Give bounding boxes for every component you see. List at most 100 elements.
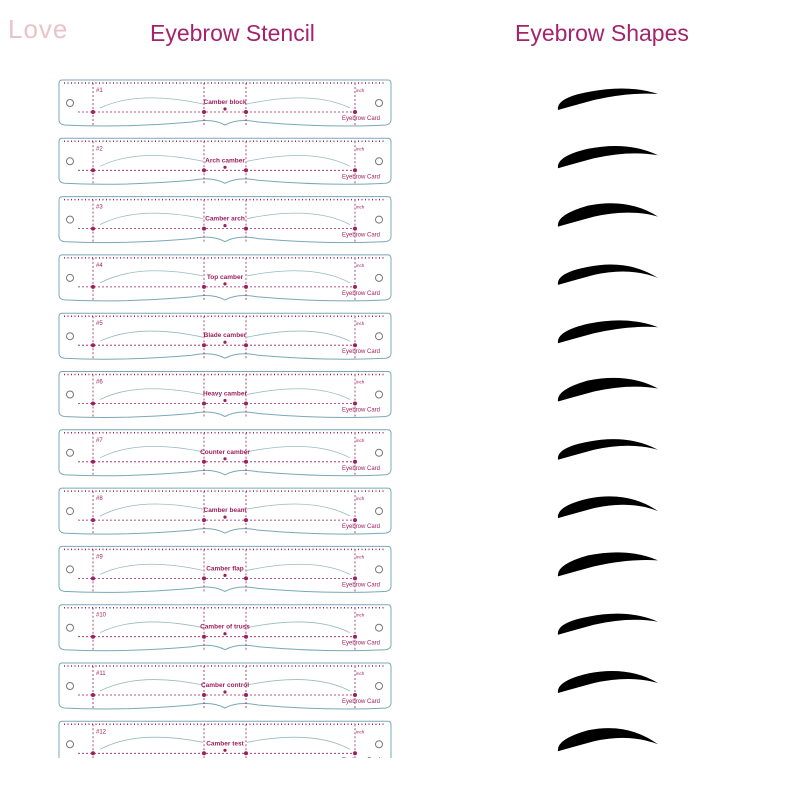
right-brow-outline [246,330,351,342]
stencil-name: Blade camber [204,332,247,339]
center-dot [223,515,227,519]
watermark: Love [8,14,69,44]
guide-dot [244,343,248,348]
eyebrow-fill [557,145,658,169]
left-brow-outline [99,446,204,459]
center-dot [223,107,227,111]
unit-label: inch [356,671,365,676]
guide-dot [91,751,95,756]
unit-label: inch [356,205,365,210]
hole [375,507,383,516]
card-brand: Eyebrow Card [342,466,380,472]
guide-dot [202,634,206,639]
stencil-card: #9 Camber flap inch Eyebrow Card [58,545,392,593]
left-brow-outline [99,736,204,750]
guide-dot [202,576,206,581]
card-outline [58,720,392,758]
right-brow-outline [246,212,351,225]
right-brow-outline [246,563,351,575]
hole [66,332,74,341]
stencil-title: Eyebrow Stencil [150,20,315,46]
eyebrow-shape [557,728,658,752]
center-dot [223,690,227,694]
hole [375,332,383,341]
hole [375,273,383,282]
hole [375,215,383,224]
stencil-number: #11 [96,671,106,677]
guide-dot [353,576,357,581]
guide-dot [353,284,357,289]
stencil-card: #11 Camber control inch Eyebrow Card [58,662,392,710]
guide-dot [91,401,95,406]
eyebrow-shape [557,203,658,227]
right-brow-outline [246,446,351,459]
stencil-card: #12 Camber test inch Eyebrow Card [58,720,392,758]
unit-label: inch [356,380,365,385]
card-brand: Eyebrow Card [342,757,380,758]
center-dot [223,165,227,169]
card-brand: Eyebrow Card [342,408,380,414]
eyebrow-shape [557,320,658,344]
eyebrow-shape [557,670,658,693]
stencil-card: #4 Top camber inch Eyebrow Card [58,254,392,302]
stencil-card: #8 Camber beam inch Eyebrow Card [58,487,392,535]
right-brow-outline [246,270,351,284]
card-brand: Eyebrow Card [342,233,380,239]
stencil-card: #2 Arch camber inch Eyebrow Card [58,137,392,185]
card-outline [58,371,392,418]
guide-dot [202,284,206,289]
stencil-card: #6 Heavy camber inch Eyebrow Card [58,371,392,418]
card-outline [58,662,392,710]
guide-dot [353,110,357,114]
stencil-number: #2 [96,146,103,152]
card-brand: Eyebrow Card [342,174,380,180]
left-brow-outline [99,388,204,400]
stencil-number: #9 [96,554,103,560]
stencil-name: Camber flap [206,565,244,572]
card-outline [58,312,392,360]
hole [375,623,383,632]
card-outline [58,196,392,244]
stencil-name: Camber beam [204,507,247,514]
card-brand: Eyebrow Card [342,582,380,588]
guide-dot [244,401,248,406]
unit-label: inch [356,321,365,326]
hole [66,157,74,166]
shapes-title: Eyebrow Shapes [515,20,689,46]
hole [375,740,383,749]
guide-dot [91,459,95,464]
stencil-card: #10 Camber of truss inch Eyebrow Card [58,604,392,652]
left-brow-outline [99,503,204,517]
stencil-name: Camber test [206,740,244,747]
guide-dot [202,226,206,231]
stencil-card: #5 Blade camber inch Eyebrow Card [58,312,392,360]
hole [375,99,383,107]
stencil-name: Camber of truss [200,624,250,631]
guide-dot [202,401,206,406]
guide-dot [202,459,206,464]
center-dot [223,340,227,344]
right-brow-outline [246,736,351,750]
guide-dot [353,751,357,756]
eyebrow-fill [557,439,658,460]
unit-label: inch [356,496,365,501]
hole [375,157,383,166]
hole [66,740,74,749]
card-outline [58,137,392,185]
guide-dot [244,693,248,697]
stencil-number: #4 [96,263,103,269]
guide-dot [244,634,248,639]
right-brow-outline [246,679,351,692]
eyebrow-fill [557,88,658,110]
guide-dot [244,168,248,173]
guide-dot [91,576,95,581]
eyebrow-shape [557,496,658,519]
unit-label: inch [356,263,365,268]
hole [375,682,383,690]
card-brand: Eyebrow Card [342,641,380,647]
stencil-number: #12 [96,729,107,735]
guide-dot [91,634,95,639]
card-outline [58,429,392,477]
right-brow-outline [246,388,351,400]
left-brow-outline [99,212,204,225]
